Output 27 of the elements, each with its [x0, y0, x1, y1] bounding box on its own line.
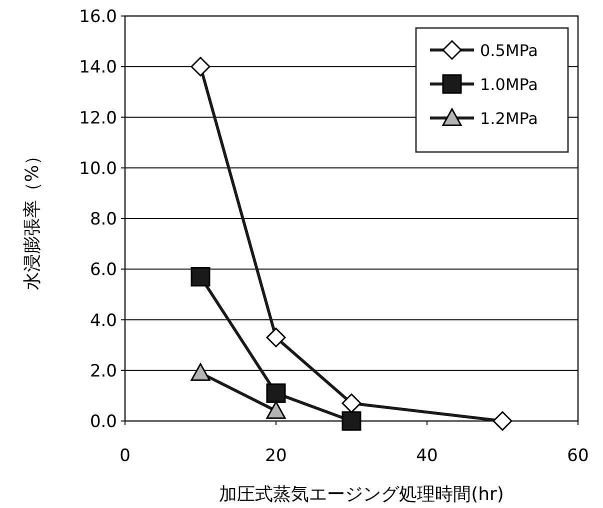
y-axis-title: 水浸膨張率（%） [22, 146, 43, 290]
point [190, 266, 210, 286]
x-tick-label: 0 [120, 446, 130, 466]
y-tick-label: 6.0 [90, 260, 117, 280]
legend-label: 1.0MPa [480, 75, 538, 94]
y-tick-label: 2.0 [90, 361, 117, 382]
x-tick-label: 40 [416, 446, 438, 466]
point [266, 401, 286, 419]
y-tick-label: 12.0 [79, 108, 117, 128]
x-tick-label: 20 [265, 446, 287, 466]
y-tick-label: 4.0 [90, 310, 117, 331]
point [342, 411, 362, 431]
y-tick-label: 10.0 [79, 158, 117, 179]
y-tick-label: 8.0 [90, 210, 117, 230]
legend-label: 0.5MPa [480, 41, 538, 60]
x-axis-title: 加圧式蒸気エージング処理時間(hr) [219, 484, 504, 505]
legend-label: 1.2MPa [480, 109, 538, 128]
point [266, 383, 286, 403]
y-tick-label: 0.0 [90, 412, 117, 432]
point [342, 394, 362, 414]
point [190, 56, 210, 76]
y-tick-label: 16.0 [79, 7, 117, 27]
y-tick-label: 14.0 [79, 58, 117, 78]
point [492, 411, 512, 431]
point [190, 363, 210, 381]
x-tick-label: 60 [567, 446, 589, 466]
point [266, 328, 286, 348]
